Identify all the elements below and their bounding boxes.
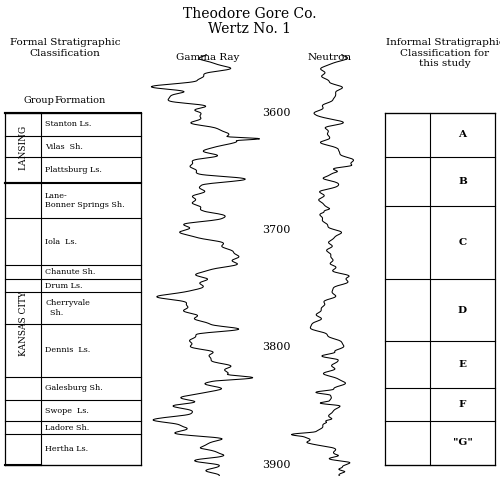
Text: Hertha Ls.: Hertha Ls.: [45, 445, 88, 454]
Text: E: E: [458, 360, 466, 369]
Text: F: F: [459, 400, 466, 409]
Text: Theodore Gore Co.: Theodore Gore Co.: [183, 7, 317, 21]
Text: Gamma Ray: Gamma Ray: [176, 53, 239, 62]
Text: KANSAS CITY: KANSAS CITY: [18, 291, 28, 356]
Text: C: C: [458, 239, 466, 247]
Text: 3800: 3800: [262, 342, 290, 352]
Text: Dennis  Ls.: Dennis Ls.: [45, 346, 90, 354]
Text: Formation: Formation: [54, 96, 105, 105]
Text: 3900: 3900: [262, 460, 290, 469]
Text: Drum Ls.: Drum Ls.: [45, 282, 82, 290]
Text: Swope  Ls.: Swope Ls.: [45, 407, 89, 415]
Text: Ladore Sh.: Ladore Sh.: [45, 423, 89, 432]
Text: Wertz No. 1: Wertz No. 1: [208, 22, 292, 35]
Text: D: D: [458, 306, 467, 315]
Text: Vilas  Sh.: Vilas Sh.: [45, 143, 83, 150]
Text: 3600: 3600: [262, 108, 290, 117]
Text: Plattsburg Ls.: Plattsburg Ls.: [45, 166, 102, 174]
Text: Group: Group: [24, 96, 55, 105]
Text: Informal Stratigraphic
Classification for
this study: Informal Stratigraphic Classification fo…: [386, 38, 500, 68]
Text: Lane-
Bonner Springs Sh.: Lane- Bonner Springs Sh.: [45, 192, 124, 209]
Text: B: B: [458, 177, 467, 186]
Text: 3700: 3700: [262, 225, 290, 235]
Text: Formal Stratigraphic
Classification: Formal Stratigraphic Classification: [10, 38, 120, 58]
Text: Neutron: Neutron: [308, 53, 352, 62]
Text: Stanton Ls.: Stanton Ls.: [45, 120, 92, 128]
Text: LANSING: LANSING: [18, 125, 28, 171]
Text: Iola  Ls.: Iola Ls.: [45, 238, 77, 246]
Text: Cherryvale
  Sh.: Cherryvale Sh.: [45, 299, 90, 317]
Text: "G": "G": [452, 438, 472, 447]
Text: Galesburg Sh.: Galesburg Sh.: [45, 384, 103, 392]
Text: A: A: [458, 130, 466, 139]
Text: Chanute Sh.: Chanute Sh.: [45, 268, 96, 276]
